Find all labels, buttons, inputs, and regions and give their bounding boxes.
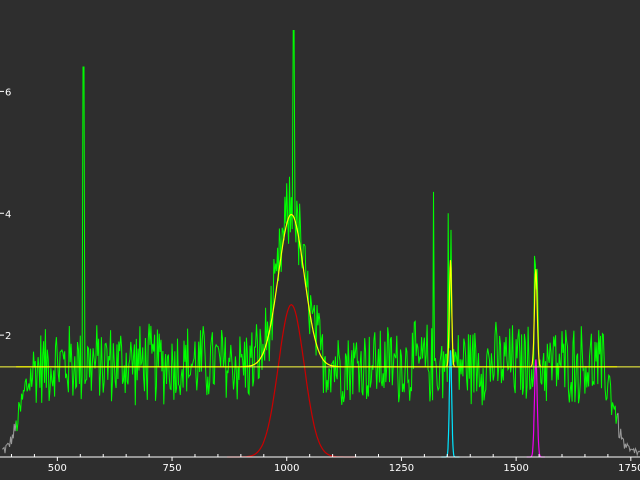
x-tick-label-1500: 1500 [503, 463, 528, 474]
x-tick-label-1000: 1000 [274, 463, 299, 474]
x-axis-ticks: 500 750 1000 1250 1500 1750 [48, 457, 640, 474]
spectrum-line-left-outside [1, 420, 17, 454]
x-axis-minor-ticks [10, 454, 609, 457]
y-tick-label-6: 6 [5, 87, 11, 98]
spectrum-line-fit-region [15, 30, 618, 432]
x-tick-label-1250: 1250 [389, 463, 414, 474]
y-tick-label-2: 2 [5, 331, 11, 342]
y-axis-ticks: 2 4 6 [0, 87, 11, 342]
x-tick-label-750: 750 [162, 463, 181, 474]
spectrum-line-right-outside [616, 412, 640, 457]
y-tick-label-4: 4 [5, 209, 11, 220]
total-fit-curve [16, 213, 618, 368]
x-tick-label-1750: 1750 [618, 463, 640, 474]
axes-layer: 500 750 1000 1250 1500 1750 2 4 6 [0, 87, 640, 474]
peak-component-1-curve [227, 304, 356, 458]
spectrum-layer [1, 30, 640, 457]
x-tick-label-500: 500 [48, 463, 67, 474]
